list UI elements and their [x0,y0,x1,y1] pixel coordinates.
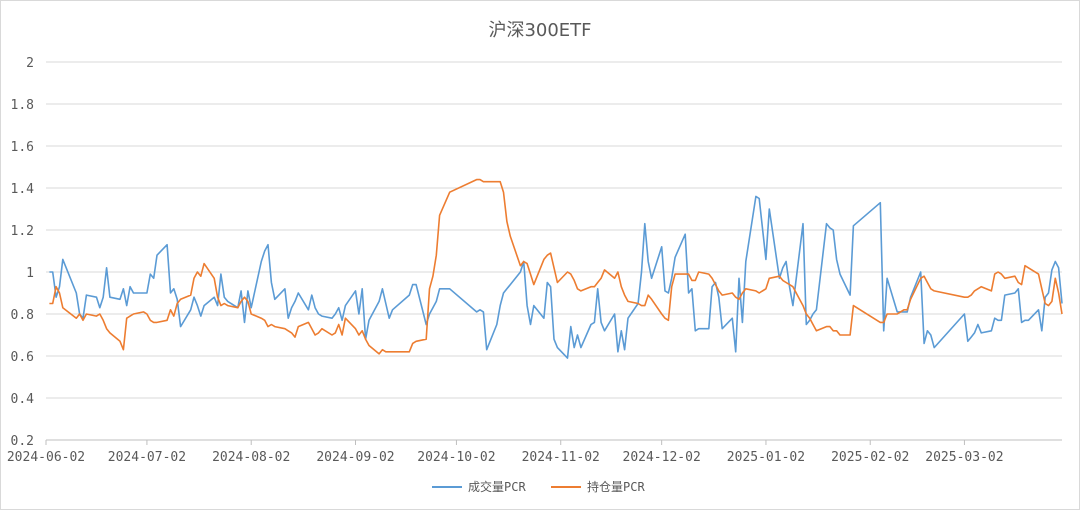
x-tick-label: 2024-08-02 [212,450,290,465]
y-tick-label: 0.8 [11,308,34,323]
x-tick-label: 2024-10-02 [417,450,495,465]
x-tick-label: 2025-03-02 [925,450,1003,465]
y-tick-label: 2 [26,56,34,71]
y-axis-ticks: 2 1.8 1.6 1.4 1.2 1 0.8 0.6 0.4 0.2 [11,56,35,449]
y-tick-label: 0.6 [11,350,34,365]
x-axis: 2024-06-02 2024-07-02 2024-08-02 2024-09-02… [7,439,1062,465]
y-tick-label: 1.4 [11,182,35,197]
y-tick-label: 1.8 [11,98,34,113]
chart-title: 沪深300ETF [488,20,591,41]
series-lines [49,178,1063,359]
x-tick-label: 2025-01-02 [727,450,805,465]
x-tick-label: 2025-02-02 [831,450,909,465]
legend-label-volume-pcr: 成交量PCR [468,479,526,494]
legend-label-oi-pcr: 持仓量PCR [587,479,645,494]
y-tick-label: 1.6 [11,140,34,155]
x-tick-label: 2024-07-02 [108,450,186,465]
x-tick-label: 2024-11-02 [522,450,600,465]
series-line-volume-pcr [49,195,1063,359]
y-tick-label: 0.2 [11,434,34,449]
x-tick-label: 2024-06-02 [7,450,85,465]
x-tick-label: 2024-09-02 [316,450,394,465]
gridlines [46,61,1062,399]
y-tick-label: 1.2 [11,224,34,239]
series-line-oi-pcr [49,178,1063,355]
legend: 成交量PCR 持仓量PCR [432,479,645,494]
x-tick-label: 2024-12-02 [623,450,701,465]
y-tick-label: 1 [26,266,34,281]
y-tick-label: 0.4 [11,392,35,407]
